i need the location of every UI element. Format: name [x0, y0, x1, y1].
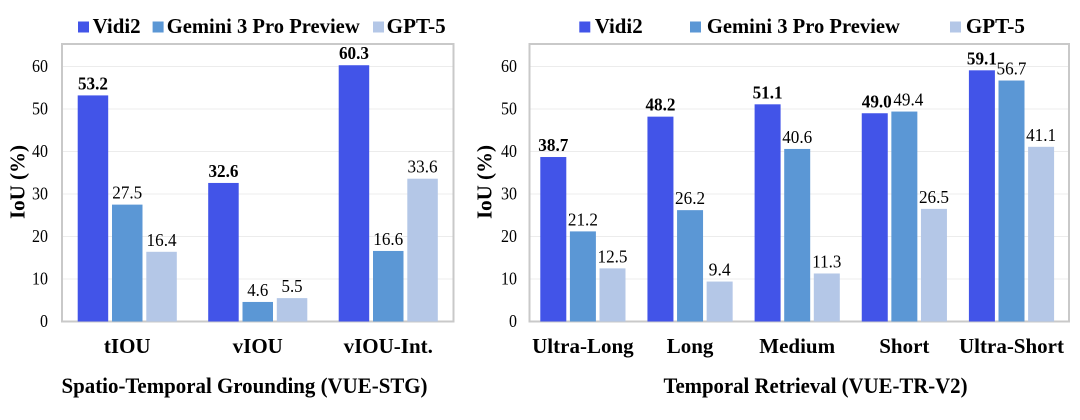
svg-text:vIOU: vIOU [233, 334, 283, 358]
svg-text:Long: Long [667, 334, 714, 358]
svg-text:Ultra-Long: Ultra-Long [532, 334, 634, 358]
svg-text:38.7: 38.7 [538, 135, 568, 155]
svg-text:9.4: 9.4 [709, 260, 731, 280]
svg-text:vIOU-Int.: vIOU-Int. [344, 334, 433, 358]
svg-text:11.3: 11.3 [812, 251, 841, 271]
svg-text:60.3: 60.3 [339, 43, 369, 63]
svg-text:4.6: 4.6 [247, 280, 268, 300]
svg-text:5.5: 5.5 [282, 276, 303, 296]
svg-text:50: 50 [501, 99, 517, 119]
svg-text:Vidi2: Vidi2 [93, 14, 141, 38]
svg-text:48.2: 48.2 [645, 95, 675, 115]
svg-text:41.1: 41.1 [1026, 125, 1056, 145]
svg-text:IoU (%): IoU (%) [6, 145, 30, 219]
svg-text:0: 0 [509, 311, 517, 331]
svg-text:49.4: 49.4 [893, 90, 923, 110]
svg-text:40: 40 [501, 141, 517, 161]
svg-text:40.6: 40.6 [782, 127, 812, 147]
svg-text:26.5: 26.5 [919, 187, 949, 207]
svg-text:IoU (%): IoU (%) [473, 145, 497, 219]
svg-text:21.2: 21.2 [568, 209, 598, 229]
svg-text:32.6: 32.6 [208, 161, 238, 181]
svg-text:0: 0 [40, 311, 48, 331]
svg-text:10: 10 [32, 269, 48, 289]
svg-text:Temporal Retrieval (VUE-TR-V2): Temporal Retrieval (VUE-TR-V2) [664, 373, 968, 398]
svg-text:26.2: 26.2 [675, 188, 705, 208]
svg-text:20: 20 [501, 226, 517, 246]
svg-text:Short: Short [879, 334, 929, 358]
svg-text:Gemini 3 Pro Preview: Gemini 3 Pro Preview [167, 14, 361, 38]
svg-text:16.4: 16.4 [147, 230, 177, 250]
svg-text:Ultra-Short: Ultra-Short [959, 334, 1064, 358]
svg-text:Spatio-Temporal Grounding (VUE: Spatio-Temporal Grounding (VUE-STG) [62, 373, 428, 398]
svg-text:tIOU: tIOU [104, 334, 151, 358]
svg-text:60: 60 [501, 56, 517, 76]
svg-text:GPT-5: GPT-5 [387, 14, 446, 38]
svg-text:Vidi2: Vidi2 [595, 14, 643, 38]
svg-text:40: 40 [32, 141, 48, 161]
svg-text:16.6: 16.6 [373, 229, 403, 249]
svg-text:50: 50 [32, 99, 48, 119]
svg-text:49.0: 49.0 [862, 91, 892, 111]
svg-text:20: 20 [32, 226, 48, 246]
svg-text:56.7: 56.7 [997, 59, 1027, 79]
svg-text:53.2: 53.2 [78, 73, 108, 93]
svg-text:GPT-5: GPT-5 [966, 14, 1025, 38]
svg-text:Gemini 3 Pro Preview: Gemini 3 Pro Preview [707, 14, 901, 38]
svg-text:30: 30 [32, 184, 48, 204]
svg-text:33.6: 33.6 [408, 157, 438, 177]
svg-text:Medium: Medium [759, 334, 835, 358]
svg-text:30: 30 [501, 184, 517, 204]
svg-text:27.5: 27.5 [112, 183, 142, 203]
svg-text:10: 10 [501, 269, 517, 289]
svg-text:60: 60 [32, 56, 48, 76]
svg-text:59.1: 59.1 [967, 48, 997, 68]
svg-text:51.1: 51.1 [753, 82, 783, 102]
svg-text:12.5: 12.5 [598, 246, 628, 266]
